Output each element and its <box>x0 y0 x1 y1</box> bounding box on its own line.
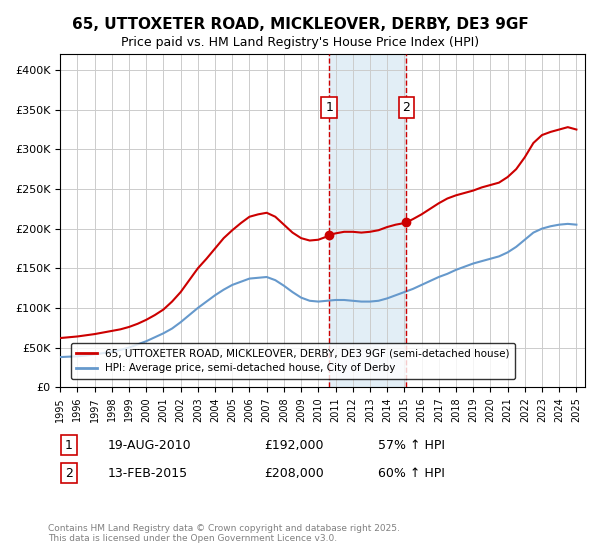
Text: 19-AUG-2010: 19-AUG-2010 <box>108 438 191 452</box>
Legend: 65, UTTOXETER ROAD, MICKLEOVER, DERBY, DE3 9GF (semi-detached house), HPI: Avera: 65, UTTOXETER ROAD, MICKLEOVER, DERBY, D… <box>71 343 515 379</box>
Text: £208,000: £208,000 <box>264 466 324 480</box>
Text: Contains HM Land Registry data © Crown copyright and database right 2025.
This d: Contains HM Land Registry data © Crown c… <box>48 524 400 543</box>
Text: 1: 1 <box>65 438 73 452</box>
Text: 1: 1 <box>325 101 333 114</box>
Text: 13-FEB-2015: 13-FEB-2015 <box>108 466 188 480</box>
Text: 2: 2 <box>65 466 73 480</box>
Text: 2: 2 <box>403 101 410 114</box>
Text: 65, UTTOXETER ROAD, MICKLEOVER, DERBY, DE3 9GF: 65, UTTOXETER ROAD, MICKLEOVER, DERBY, D… <box>71 17 529 32</box>
Bar <box>329 54 406 387</box>
Text: £192,000: £192,000 <box>264 438 323 452</box>
Text: 60% ↑ HPI: 60% ↑ HPI <box>378 466 445 480</box>
Text: 57% ↑ HPI: 57% ↑ HPI <box>378 438 445 452</box>
Text: Price paid vs. HM Land Registry's House Price Index (HPI): Price paid vs. HM Land Registry's House … <box>121 36 479 49</box>
